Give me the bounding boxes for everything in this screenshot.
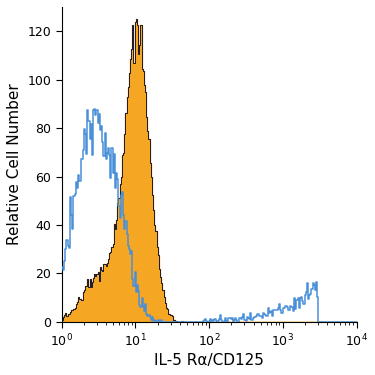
Y-axis label: Relative Cell Number: Relative Cell Number bbox=[7, 84, 22, 245]
X-axis label: IL-5 Rα/CD125: IL-5 Rα/CD125 bbox=[154, 353, 264, 368]
